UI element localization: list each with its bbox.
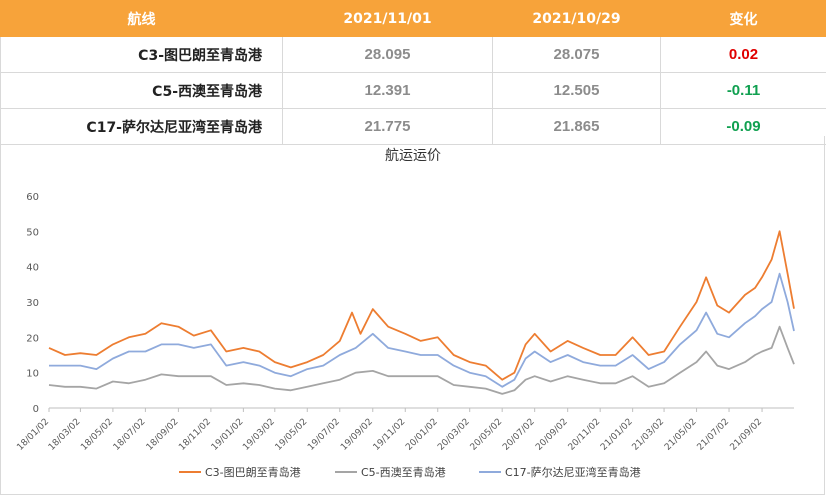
x-tick-label: 20/07/02 [501,417,537,453]
table-row: C5-西澳至青岛港 12.391 12.505 -0.11 [1,73,826,109]
x-tick-label: 20/11/02 [567,417,603,453]
x-tick-label: 20/03/02 [436,417,472,453]
x-tick-label: 20/05/02 [469,417,505,453]
x-tick-label: 19/09/02 [339,417,375,453]
y-tick-label: 40 [26,263,39,274]
y-tick-label: 50 [26,227,39,238]
x-tick-label: 19/01/02 [210,417,246,453]
x-tick-label: 21/01/02 [599,417,635,453]
rate-value-1: 12.391 [283,73,493,109]
series-line-3 [49,274,794,387]
table-row: C3-图巴朗至青岛港 28.095 28.075 0.02 [1,37,826,73]
series-line-2 [49,327,794,394]
header-date-1: 2021/11/01 [283,1,493,37]
header-date-2: 2021/10/29 [493,1,661,37]
x-tick-label: 19/11/02 [372,417,408,453]
x-tick-label: 18/05/02 [79,417,115,453]
y-tick-label: 30 [26,298,39,309]
chart-axes: 010203040506018/01/0218/03/0218/05/0218/… [15,192,794,453]
x-tick-label: 20/09/02 [534,417,570,453]
x-tick-label: 18/09/02 [145,417,181,453]
y-tick-label: 60 [26,192,39,203]
chart-lines [49,231,794,394]
x-tick-label: 18/07/02 [112,417,148,453]
y-tick-label: 20 [26,333,39,344]
x-tick-label: 21/07/02 [695,417,731,453]
x-tick-label: 19/05/02 [274,417,310,453]
x-tick-label: 18/03/02 [47,417,83,453]
x-tick-label: 21/03/02 [631,417,667,453]
x-tick-label: 19/07/02 [306,417,342,453]
legend-label: C17-萨尔达尼亚湾至青岛港 [505,465,641,479]
table-header-row: 航线 2021/11/01 2021/10/29 变化 [1,1,826,37]
route-name: C3-图巴朗至青岛港 [1,37,283,73]
rate-value-2: 28.075 [493,37,661,73]
x-tick-label: 18/01/02 [15,417,51,453]
header-change: 变化 [661,1,826,37]
freight-rate-chart: 航运运价 0 10 20 30 40 50 60 18/01/0218/03/0218/05/… [1,136,825,494]
rate-change: -0.11 [661,73,826,109]
x-tick-label: 19/03/02 [241,417,277,453]
y-tick-label: 0 [33,404,39,415]
legend-label: C5-西澳至青岛港 [361,465,446,479]
legend-label: C3-图巴朗至青岛港 [205,465,301,479]
freight-rate-table: 航线 2021/11/01 2021/10/29 变化 C3-图巴朗至青岛港 2… [0,0,826,145]
rate-value-1: 28.095 [283,37,493,73]
rate-change: 0.02 [661,37,826,73]
x-tick-label: 20/01/02 [404,417,440,453]
header-route: 航线 [1,1,283,37]
chart-legend: C3-图巴朗至青岛港 C5-西澳至青岛港 C17-萨尔达尼亚湾至青岛港 [179,465,641,479]
x-tick-label: 21/05/02 [663,417,699,453]
route-name: C5-西澳至青岛港 [1,73,283,109]
series-line-1 [49,231,794,379]
x-tick-label: 21/09/02 [729,417,765,453]
x-tick-label: 18/11/02 [177,417,213,453]
chart-title: 航运运价 [385,148,441,164]
y-tick-label: 10 [26,369,39,380]
rate-value-2: 12.505 [493,73,661,109]
